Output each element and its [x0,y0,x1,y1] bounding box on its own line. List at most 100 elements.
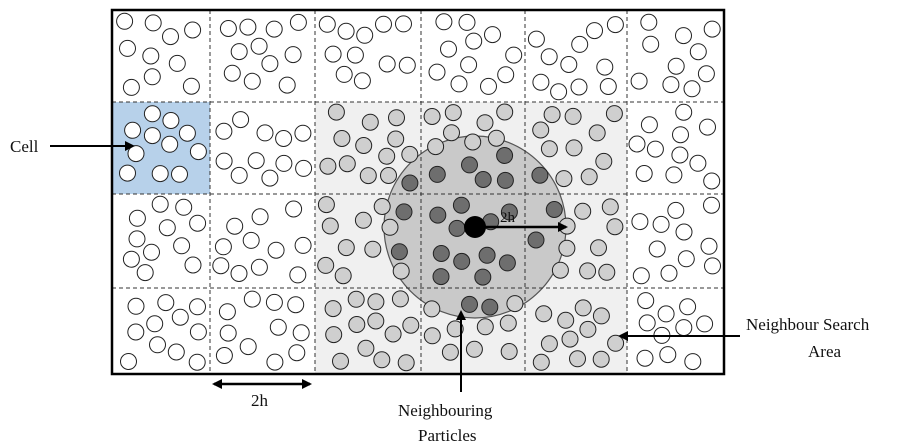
search-area-label-line2: Area [808,342,841,361]
search-area-particle [606,218,624,236]
search-area-particle [324,300,342,318]
particle [703,196,720,214]
particle [189,298,206,316]
particle [232,111,250,129]
search-area-particle [441,343,459,361]
search-area-particle [506,295,524,313]
particle [665,166,683,184]
particle [662,76,680,94]
particle [703,20,721,38]
neighbour-particle [500,203,518,221]
particle [261,55,279,73]
neighbour-particle [432,245,450,262]
neighbour-particle [498,254,516,272]
search-area-particle [446,320,464,338]
search-area-particle [592,307,610,325]
particle [697,65,715,83]
search-area-particle [427,138,445,156]
search-area-particle [444,104,462,122]
particle [435,13,453,31]
particle [285,200,303,218]
neighbour-particle [401,174,419,192]
particle [677,250,695,268]
cell-label: Cell [10,137,39,156]
particle [136,264,154,282]
neighbour-particle [429,206,447,224]
search-area-particle [367,293,385,311]
particle [318,15,336,33]
particle [119,164,136,182]
search-area-particle [380,167,397,184]
search-area-particle [397,354,415,372]
particle [267,241,285,259]
particle [683,80,701,98]
particle [158,219,176,237]
particle [480,77,497,95]
particle [171,165,188,183]
search-area-particle [543,106,561,124]
neighbour-particle [395,203,413,221]
search-area-particle [402,316,420,334]
particle [127,297,145,315]
particle [704,257,721,275]
search-area-particle [532,353,550,371]
search-area-particle [423,327,441,345]
particle [700,237,718,255]
particle [679,298,697,316]
particle [219,324,237,342]
neighbour-particle [453,252,471,270]
neighbour-particle [390,243,408,261]
search-area-particle [540,140,558,158]
search-area-particle [338,155,356,173]
search-area-particle [590,239,607,257]
particle [127,323,145,341]
particle [596,58,614,76]
particle [256,124,274,142]
particle [635,165,653,182]
particle [684,353,702,371]
particle [640,116,658,134]
particle [346,46,364,64]
particle [157,294,175,312]
search-area-particle [532,121,550,139]
particle [212,257,230,275]
particle [295,159,313,177]
neighbour-particle [496,147,514,164]
search-area-particle [355,137,373,154]
search-area-particle [500,343,518,360]
radius-label: 2h [500,210,516,226]
particle [278,76,296,94]
search-area-particle [319,157,337,175]
particle [550,83,568,101]
neighbour-particle [478,246,496,264]
neighbour-particle [432,268,450,286]
search-area-particle [580,168,598,186]
particle [215,347,233,364]
search-area-particle [321,217,339,235]
particle [450,75,468,93]
particle [586,22,603,40]
particle [151,195,169,213]
neighbour-particle [527,231,545,249]
neighbour-particle [461,295,478,313]
particle [275,130,293,147]
particle [269,318,287,336]
search-area-particle [384,325,402,343]
search-area-particle [574,202,592,220]
search-area-particle [387,130,405,148]
search-area-particle [378,147,396,165]
search-area-particle [423,300,441,318]
particle [675,223,693,241]
search-area-particle [327,103,345,121]
domain-border [110,8,726,376]
neighbour-particle [474,171,492,188]
search-area-particle [332,352,349,370]
particle [532,73,550,91]
search-area-particle [496,103,514,121]
search-area-particle [367,312,385,330]
particle [657,305,675,323]
search-area-particle [551,261,569,279]
particle [143,68,161,86]
particle [637,292,655,310]
search-area-particle [347,290,365,308]
